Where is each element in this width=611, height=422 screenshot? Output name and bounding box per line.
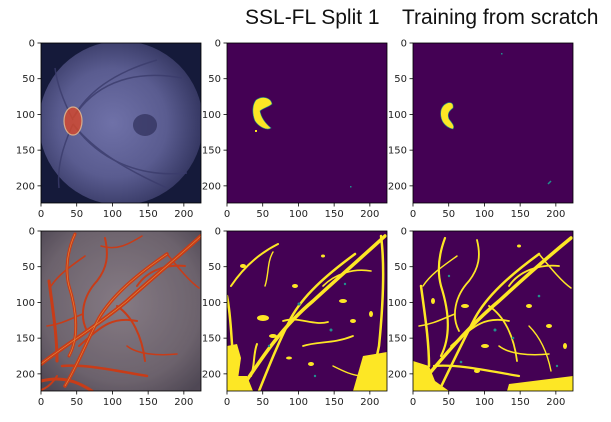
y-tick-label: 100	[16, 298, 35, 309]
vessel-edge-dots	[447, 274, 559, 368]
y-tick-label: 100	[388, 298, 407, 309]
y-tick-label: 50	[208, 262, 221, 273]
x-tick-label: 150	[139, 209, 158, 220]
vessel-segments	[417, 236, 573, 391]
y-tick-label: 100	[202, 110, 221, 121]
y-tick-label: 50	[22, 262, 35, 273]
y-tick-label: 100	[388, 110, 407, 121]
y-tick-label: 200	[202, 369, 221, 380]
axes-frame	[226, 42, 388, 204]
x-tick-label: 50	[442, 397, 455, 408]
x-tick-label: 100	[475, 397, 494, 408]
image-area	[41, 43, 201, 203]
plot-optic-disc-ssl-fl: 0 50 100 150 200 0 50 100 150 200	[202, 39, 388, 220]
optic-disc-segment	[252, 97, 273, 130]
x-tick-label: 150	[325, 209, 344, 220]
y-tick-label: 150	[388, 146, 407, 157]
y-tick-label: 0	[401, 227, 407, 238]
mask-area	[227, 231, 387, 391]
y-tick-label: 200	[388, 181, 407, 192]
x-tick-label: 100	[103, 397, 122, 408]
panel-vessel-fundus: 0 50 100 150 200 0 50 100 150 200	[16, 226, 208, 422]
column-title-ssl-fl-split-1: SSL-FL Split 1	[245, 6, 380, 29]
x-tick-label: 50	[256, 209, 269, 220]
y-tick-label: 200	[16, 369, 35, 380]
y-tick-label: 200	[16, 181, 35, 192]
x-tick-label: 200	[360, 397, 379, 408]
y-tick-label: 150	[16, 146, 35, 157]
x-tick-label: 0	[410, 397, 416, 408]
vessel-edge-dots	[267, 282, 347, 378]
axes-frame	[40, 42, 202, 204]
vessel-blobs	[227, 254, 387, 391]
y-tick-label: 150	[202, 146, 221, 157]
panel-optic-disc-ssl-fl: 0 50 100 150 200 0 50 100 150 200	[202, 38, 394, 234]
y-tick-label: 0	[29, 227, 35, 238]
mask-area	[227, 43, 387, 203]
vessel-blobs	[413, 244, 573, 391]
x-tick-label: 50	[256, 397, 269, 408]
macula	[133, 114, 157, 136]
plot-optic-disc-scratch: 0 50 100 150 200 0 50 100 150 200	[388, 39, 574, 220]
x-tick-label: 150	[325, 397, 344, 408]
x-tick-label: 100	[289, 397, 308, 408]
y-tick-label: 150	[16, 334, 35, 345]
x-tick-label: 100	[289, 209, 308, 220]
x-tick-label: 0	[224, 209, 230, 220]
y-tick-label: 50	[394, 74, 407, 85]
x-tick-label: 50	[442, 209, 455, 220]
x-tick-label: 200	[360, 209, 379, 220]
y-tick-label: 200	[388, 369, 407, 380]
optic-disc-segment	[440, 102, 454, 130]
x-tick-label: 100	[103, 209, 122, 220]
y-tick-label: 100	[16, 110, 35, 121]
plot-vessel-ssl-fl: 0 50 100 150 200 0 50 100 150 200	[202, 227, 388, 408]
x-tick-label: 100	[475, 209, 494, 220]
y-tick-label: 150	[388, 334, 407, 345]
y-tick-label: 50	[22, 74, 35, 85]
x-tick-label: 0	[38, 209, 44, 220]
axes-frame	[40, 230, 202, 392]
axes-frame	[412, 230, 574, 392]
x-tick-label: 200	[546, 397, 565, 408]
x-tick-label: 0	[410, 209, 416, 220]
y-tick-label: 0	[401, 39, 407, 50]
plot-vessel-fundus: 0 50 100 150 200 0 50 100 150 200	[16, 227, 202, 408]
panel-optic-disc-scratch: 0 50 100 150 200 0 50 100 150 200	[388, 38, 580, 234]
x-tick-label: 150	[511, 209, 530, 220]
y-tick-label: 50	[394, 262, 407, 273]
x-tick-label: 0	[224, 397, 230, 408]
y-tick-label: 50	[208, 74, 221, 85]
axes-frame	[226, 230, 388, 392]
image-area	[41, 231, 201, 391]
y-tick-label: 0	[215, 227, 221, 238]
x-tick-label: 200	[174, 209, 193, 220]
column-title-training-from-scratch: Training from scratch	[402, 6, 599, 29]
y-tick-label: 100	[202, 298, 221, 309]
x-tick-label: 50	[70, 209, 83, 220]
y-tick-label: 200	[202, 181, 221, 192]
panel-vessel-ssl-fl: 0 50 100 150 200 0 50 100 150 200	[202, 226, 394, 422]
mask-area	[413, 231, 573, 391]
x-tick-label: 50	[70, 397, 83, 408]
y-tick-label: 0	[215, 39, 221, 50]
panel-optic-disc-fundus: 0 50 100 150 200 0 50 100 150 200	[16, 38, 208, 234]
panel-vessel-scratch: 0 50 100 150 200 0 50 100 150 200	[388, 226, 580, 422]
plot-optic-disc-fundus: 0 50 100 150 200 0 50 100 150 200	[16, 39, 202, 220]
fundus-disc	[41, 43, 201, 203]
x-tick-label: 150	[511, 397, 530, 408]
axes-frame	[412, 42, 574, 204]
x-tick-label: 0	[38, 397, 44, 408]
plot-vessel-scratch: 0 50 100 150 200 0 50 100 150 200	[388, 227, 574, 408]
vessel-overlay-edges	[41, 233, 201, 387]
mask-area	[413, 43, 573, 203]
y-tick-label: 0	[29, 39, 35, 50]
y-tick-label: 150	[202, 334, 221, 345]
x-tick-label: 200	[546, 209, 565, 220]
x-tick-label: 150	[139, 397, 158, 408]
x-tick-label: 200	[174, 397, 193, 408]
optic-disc-overlay	[63, 106, 83, 136]
